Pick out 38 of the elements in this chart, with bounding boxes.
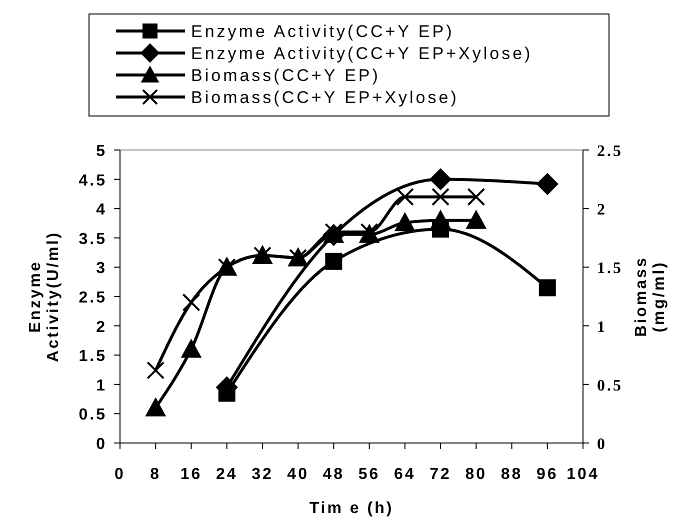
y-tick-label: 0	[96, 436, 107, 453]
y-tick-label: 1	[96, 377, 107, 394]
y-tick-label: 5	[96, 143, 107, 160]
x-tick-label: 104	[566, 466, 600, 483]
y2-tick-label: 1.5	[597, 260, 623, 278]
y2-axis-title: Biomass (mg/ml)	[633, 256, 668, 337]
legend-label: Enzyme Activity(CC+Y EP+Xylose)	[191, 44, 533, 63]
y-tick-label: 2	[96, 318, 107, 336]
legend-label: Enzyme Activity(CC+Y EP)	[191, 22, 454, 41]
x-axis-title: Tim e (h)	[309, 500, 394, 517]
y-tick-label: 4.5	[78, 172, 107, 190]
x-tick-label: 72	[430, 466, 452, 483]
x-tick-label: 80	[465, 466, 488, 483]
y2-tick-label: 1	[597, 318, 607, 336]
y-tick-label: 3	[96, 260, 107, 278]
x-tick-label: 64	[394, 466, 416, 483]
y2-tick-label: 2	[597, 202, 607, 219]
y-tick-label: 2.5	[78, 290, 107, 306]
x-tick-label: 0	[114, 466, 126, 483]
x-tick-label: 56	[358, 466, 380, 483]
x-tick-label: 40	[287, 466, 309, 483]
y2-tick-label: 0.5	[597, 377, 623, 394]
x-tick-label: 48	[322, 466, 345, 483]
x-tick-label: 24	[216, 466, 238, 483]
legend-label: Biomass(CC+Y EP+Xylose)	[191, 88, 459, 107]
x-tick-label: 96	[536, 466, 558, 483]
legend-label: Biomass(CC+Y EP)	[191, 66, 380, 85]
y-tick-label: 3.5	[78, 230, 107, 248]
x-tick-label: 8	[150, 466, 162, 483]
y2-tick-label: 0	[597, 436, 607, 453]
y-tick-label: 1.5	[78, 348, 107, 366]
x-tick-label: 88	[500, 466, 523, 483]
y-tick-label: 4	[96, 202, 107, 219]
y2-tick-label: 2.5	[597, 143, 623, 160]
x-tick-label: 16	[180, 466, 202, 483]
y-tick-label: 0.5	[78, 406, 107, 424]
x-tick-label: 32	[252, 466, 274, 483]
y-axis-title: Enzyme Activity(U/ml)	[27, 230, 62, 362]
